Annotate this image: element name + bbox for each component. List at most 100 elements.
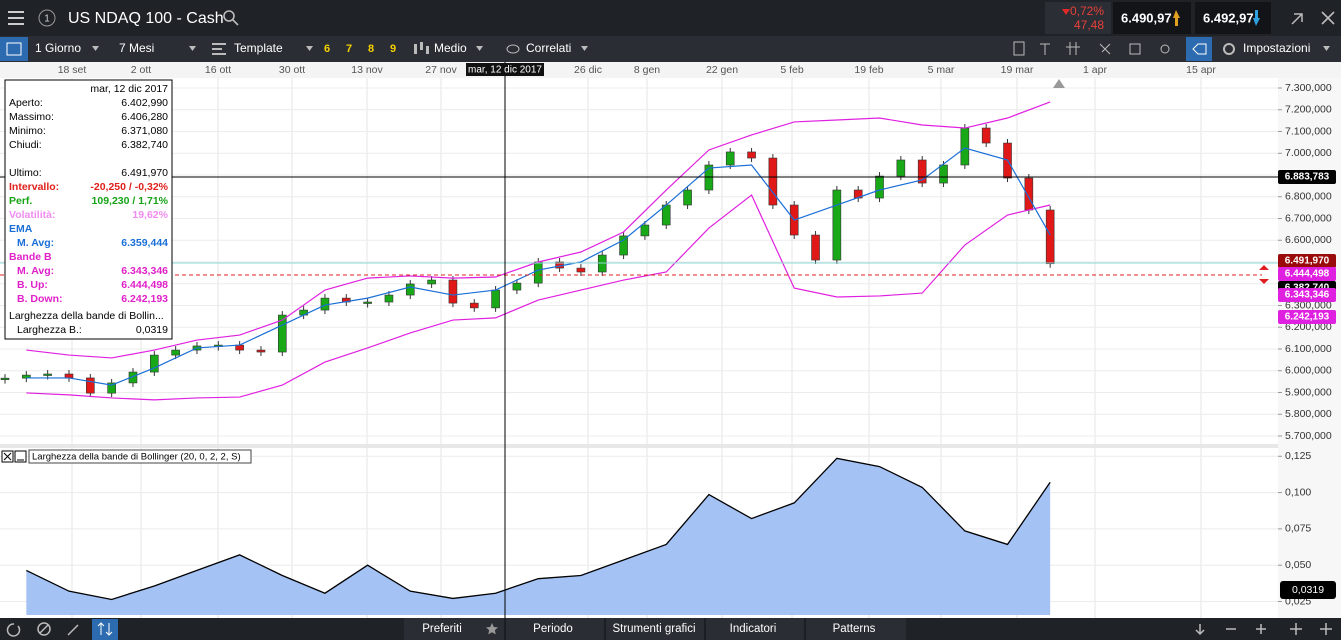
template-select[interactable]: Template (234, 41, 283, 55)
quick-button[interactable]: 9 (390, 43, 396, 55)
candle (704, 164, 714, 191)
badge[interactable] (38, 9, 56, 27)
sell-price: 6.490,97 (1121, 10, 1172, 25)
dropdown-arrow[interactable] (189, 46, 196, 51)
related-select[interactable]: Correlati (526, 41, 571, 55)
indicator-label: Larghezza della bande di Bollinger (20, … (32, 452, 241, 463)
info-label: Chiudi: (9, 139, 42, 151)
info-value: 6.444,498 (121, 279, 168, 291)
candle (256, 349, 266, 353)
interval-select[interactable]: 1 Giorno (35, 41, 81, 55)
candle (832, 189, 842, 261)
y-tick-label: 5.700,000 (1285, 430, 1332, 442)
change-abs: 47,48 (1074, 18, 1104, 32)
tab[interactable]: Indicatori (730, 623, 777, 635)
favorite-star[interactable] (486, 623, 498, 635)
quick-button[interactable]: 7 (346, 43, 352, 55)
dropdown-arrow[interactable] (1323, 46, 1330, 51)
candle (939, 164, 948, 184)
price-tag (1278, 170, 1336, 184)
tab[interactable]: Patterns (833, 623, 876, 635)
active-tool[interactable] (1186, 37, 1212, 61)
quick-button[interactable]: 8 (368, 43, 374, 55)
close-icon[interactable] (1321, 11, 1335, 25)
y-tick-label: 7.000,000 (1285, 147, 1332, 159)
change-box (1045, 2, 1111, 34)
info-label: M. Avg: (17, 265, 54, 277)
candle-icon (414, 42, 429, 54)
candle (0, 377, 10, 380)
info-value: -20,250 / -0,32% (90, 181, 168, 193)
date-label: 5 feb (780, 64, 804, 76)
candle (640, 224, 650, 237)
change-pct: 0,72% (1070, 4, 1104, 18)
gear-icon (1223, 43, 1235, 55)
tab[interactable]: Preferiti (422, 623, 462, 635)
candle (43, 373, 52, 376)
date-label: 22 gen (706, 64, 738, 76)
down-arrow (1062, 9, 1070, 15)
overlay-line (26, 147, 1051, 386)
candle (1045, 209, 1055, 265)
instrument-title: US NDAQ 100 - Cash (68, 10, 224, 27)
info-value: 6.382,740 (121, 139, 168, 151)
dropdown-arrow[interactable] (581, 46, 588, 51)
info-label: Minimo: (9, 125, 46, 137)
candle (917, 159, 927, 184)
home-marker[interactable] (1053, 79, 1065, 88)
tab[interactable]: Periodo (533, 623, 573, 635)
quick-button[interactable]: 6 (324, 43, 330, 55)
info-value: 6.371,080 (121, 125, 168, 137)
y-tick-label: 6.100,000 (1285, 343, 1332, 355)
y-tick-label: 7.300,000 (1285, 82, 1332, 94)
candle (427, 279, 436, 285)
crosshair-date-box (466, 63, 544, 76)
range-select[interactable]: 7 Mesi (119, 41, 154, 55)
price-tag (1278, 310, 1336, 324)
candle (747, 151, 756, 159)
style-select[interactable]: Medio (434, 41, 467, 55)
info-value: 6.359,444 (121, 237, 168, 249)
minimize-indicator[interactable] (14, 450, 27, 463)
buy-arrow (1253, 10, 1260, 26)
info-value: 19,62% (132, 209, 168, 221)
y-tick-label: 5.900,000 (1285, 386, 1332, 398)
candle (533, 261, 543, 284)
date-label: 8 gen (634, 64, 660, 76)
value-axis (1278, 78, 1341, 618)
info-label: M. Avg: (17, 237, 54, 249)
sync-icon (97, 622, 113, 636)
area-line (26, 457, 1051, 601)
tab[interactable]: Strumenti grafici (612, 623, 695, 635)
candle (448, 279, 458, 304)
candle (768, 157, 778, 206)
info-value: 6.406,280 (121, 111, 168, 123)
dropdown-arrow[interactable] (476, 46, 483, 51)
tab-strip (404, 618, 906, 640)
menu-button[interactable] (8, 11, 24, 25)
info-label: EMA (9, 223, 33, 235)
correlate-icon (506, 44, 520, 54)
candle (960, 127, 970, 166)
order-handle[interactable] (1259, 265, 1269, 284)
badge-text: 1 (44, 14, 50, 25)
info-label: Intervallo: (9, 181, 59, 193)
y-tick-label: 0,125 (1285, 450, 1311, 462)
panel-icon (6, 42, 22, 56)
sync-button[interactable] (92, 619, 118, 640)
info-label: Ultimo: (9, 167, 42, 179)
dropdown-arrow[interactable] (306, 46, 313, 51)
dropdown-arrow[interactable] (92, 46, 99, 51)
y-tick-label: 6.000,000 (1285, 365, 1332, 377)
settings-button[interactable]: Impostazioni (1243, 41, 1310, 55)
candle (405, 283, 415, 296)
search-icon[interactable] (223, 10, 239, 26)
panel-toggle[interactable] (0, 37, 28, 61)
bottom-icons[interactable] (6, 622, 1332, 637)
expand-icon[interactable] (1291, 13, 1303, 25)
date-label: 19 feb (854, 64, 883, 76)
info-value: 0,0319 (136, 324, 168, 336)
tool-icons[interactable] (1013, 41, 1170, 56)
candle (896, 159, 906, 177)
candle (277, 314, 287, 353)
